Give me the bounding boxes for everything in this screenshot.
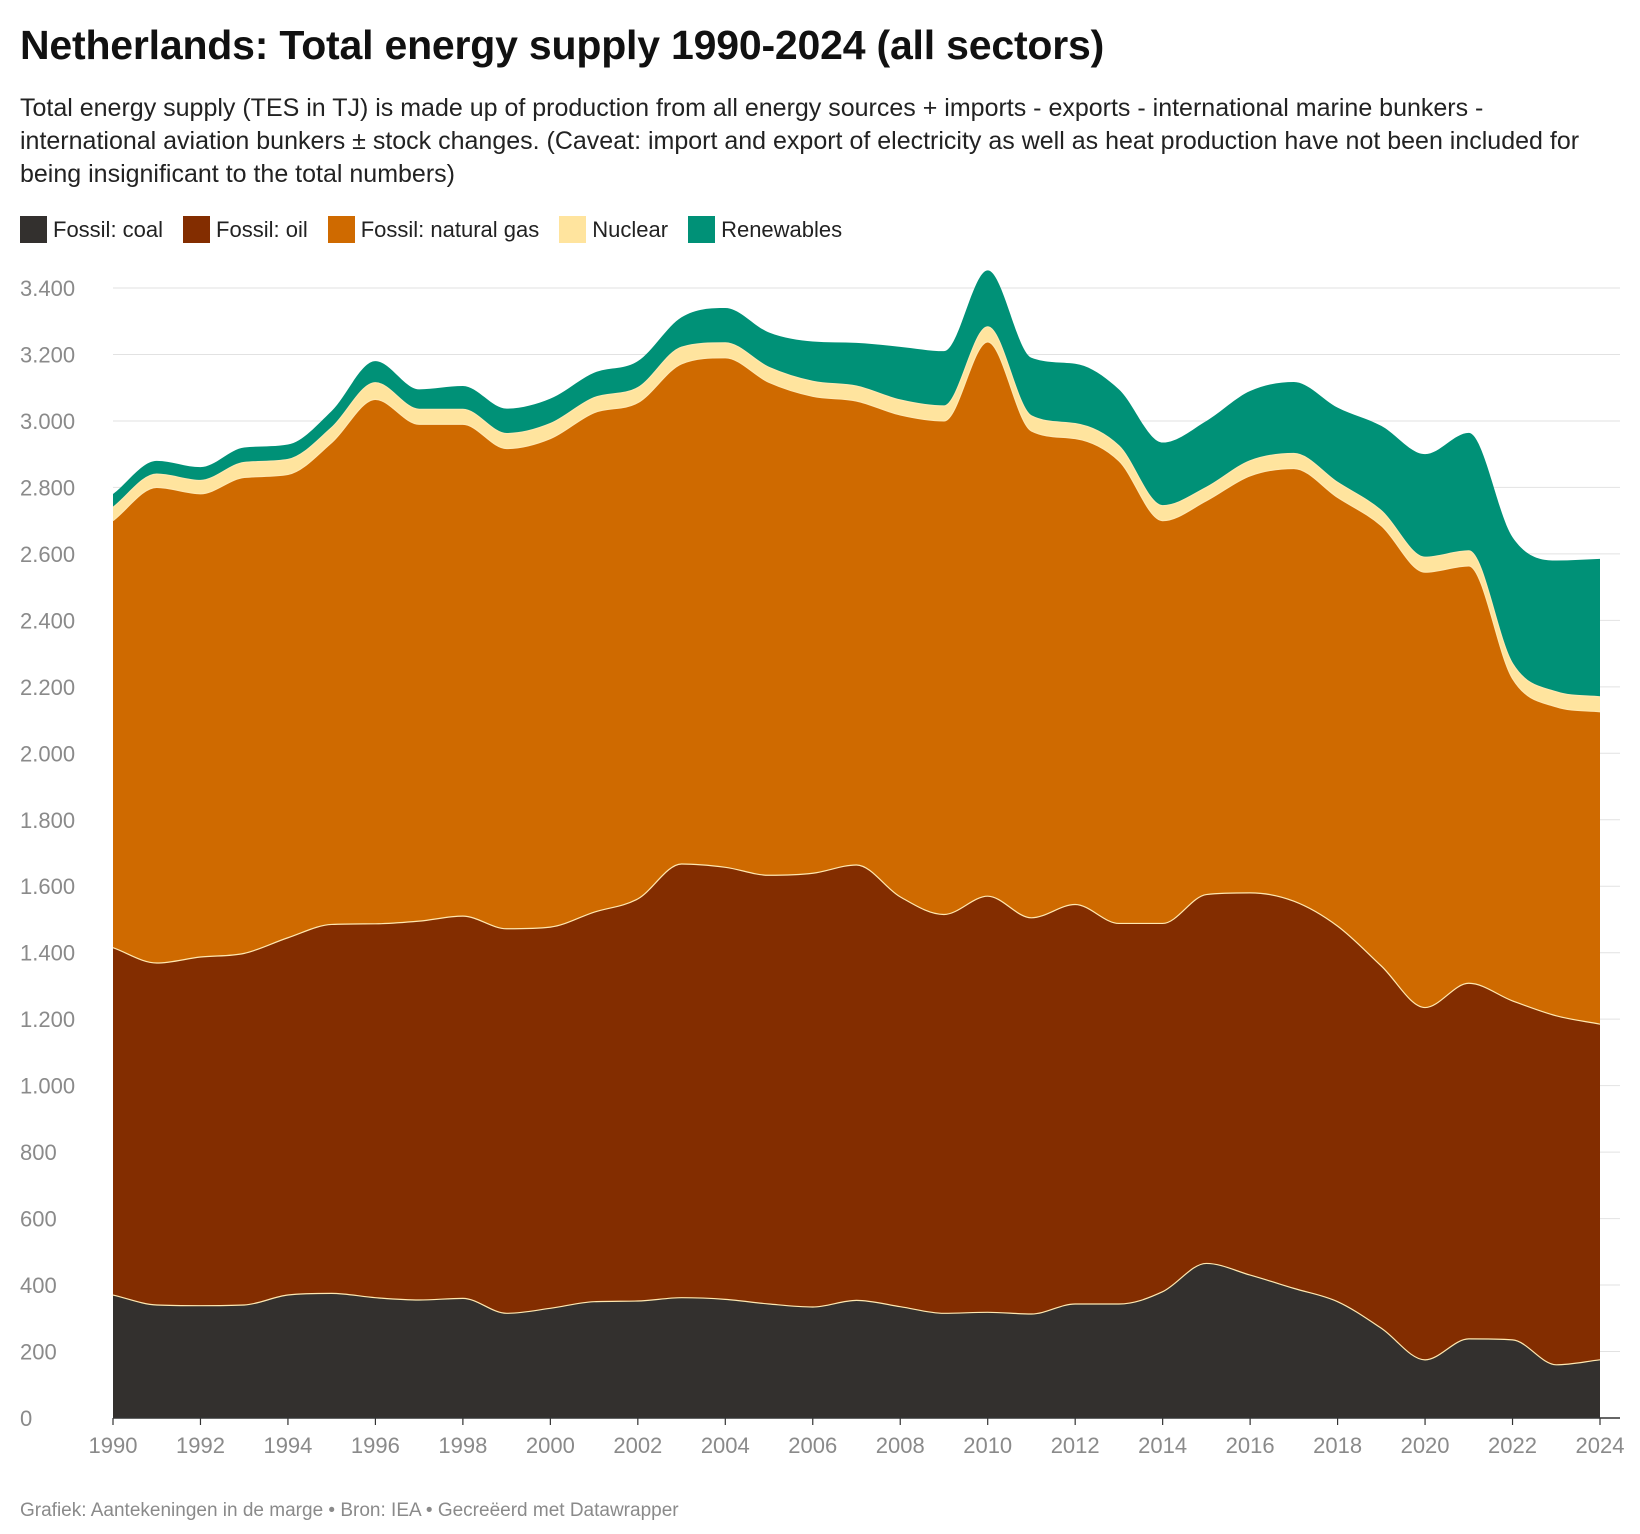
legend-item-fossil-coal: Fossil: coal — [20, 216, 163, 243]
y-tick-label: 1.600 — [20, 874, 75, 899]
legend-item-nuclear: Nuclear — [559, 216, 668, 243]
legend-label: Fossil: coal — [53, 216, 164, 242]
x-tick-label: 2006 — [788, 1433, 837, 1458]
x-tick-label: 1998 — [438, 1433, 487, 1458]
y-tick-label: 2.600 — [20, 542, 75, 567]
x-tick-label: 1992 — [176, 1433, 225, 1458]
legend-swatch — [327, 216, 355, 243]
y-tick-label: 1.000 — [20, 1074, 75, 1099]
legend-item-renewables: Renewables — [688, 216, 842, 243]
x-tick-label: 2014 — [1138, 1433, 1187, 1458]
y-tick-label: 1.800 — [20, 808, 75, 833]
y-tick-label: 2.400 — [20, 608, 75, 633]
source-credit: Grafiek: Aantekeningen in de marge • Bro… — [20, 1500, 679, 1521]
area-renewables — [113, 270, 1600, 697]
y-tick-label: 400 — [20, 1273, 57, 1298]
x-axis: 1990 1992 1994 1996 1998 2000 2002 2004 2006 2008… — [89, 1417, 1625, 1458]
legend-label: Nuclear — [592, 216, 669, 242]
legend-item-fossil-oil: Fossil: oil — [183, 216, 308, 243]
area-fossil-coal — [113, 1263, 1600, 1418]
legend-label: Renewables — [721, 216, 843, 242]
x-tick-label: 1996 — [351, 1433, 400, 1458]
legend-label: Fossil: natural gas — [360, 216, 540, 242]
legend-label: Fossil: oil — [216, 216, 308, 242]
area-boundary-line — [112, 326, 1601, 698]
x-tick-label: 2022 — [1488, 1433, 1537, 1458]
x-tick-label: 2008 — [876, 1433, 925, 1458]
y-axis: 0 200 400 600 800 1.000 1.200 1.400 1.600 1.800 2.… — [20, 276, 75, 1431]
y-tick-label: 3.400 — [20, 276, 75, 301]
legend-swatch — [20, 216, 47, 243]
legend-swatch — [183, 216, 211, 243]
legend-swatch — [688, 216, 716, 243]
x-tick-label: 1994 — [263, 1433, 312, 1458]
x-tick-label: 2004 — [701, 1433, 750, 1458]
chart-subtitle: Total energy supply (TES in TJ) is made … — [20, 94, 1580, 188]
y-tick-label: 2.000 — [20, 741, 75, 766]
stacked-area-chart: 0 200 400 600 800 1.000 1.200 1.400 1.600 1.800 2.… — [20, 270, 1625, 1458]
area-boundary-line — [112, 863, 1601, 1025]
y-tick-label: 2.200 — [20, 675, 75, 700]
x-tick-label: 2012 — [1051, 1433, 1100, 1458]
legend-swatch — [559, 216, 587, 243]
area-boundary-line — [112, 1262, 1601, 1366]
area-fossil-natural-gas — [113, 341, 1600, 1025]
legend-item-fossil-natural-gas: Fossil: natural gas — [327, 216, 540, 243]
chart-legend: Fossil: coal Fossil: oil Fossil: natural g… — [20, 216, 862, 243]
x-tick-label: 2024 — [1576, 1433, 1625, 1458]
x-tick-label: 2010 — [963, 1433, 1012, 1458]
x-tick-label: 2018 — [1313, 1433, 1362, 1458]
x-tick-label: 2020 — [1401, 1433, 1450, 1458]
y-tick-label: 3.200 — [20, 342, 75, 367]
y-tick-label: 600 — [20, 1207, 57, 1232]
area-fossil-oil — [113, 863, 1600, 1365]
y-tick-label: 1.400 — [20, 941, 75, 966]
x-tick-label: 2016 — [1226, 1433, 1275, 1458]
area-boundary-line — [112, 341, 1601, 713]
area-nuclear — [113, 326, 1600, 712]
x-tick-label: 2002 — [613, 1433, 662, 1458]
x-tick-label: 2000 — [526, 1433, 575, 1458]
y-tick-label: 1.200 — [20, 1007, 75, 1032]
y-tick-label: 800 — [20, 1140, 57, 1165]
chart-title: Netherlands: Total energy supply 1990-20… — [20, 22, 1105, 68]
y-tick-label: 3.000 — [20, 409, 75, 434]
y-tick-label: 2.800 — [20, 475, 75, 500]
x-tick-label: 1990 — [89, 1433, 138, 1458]
y-tick-label: 0 — [20, 1406, 32, 1431]
y-tick-label: 200 — [20, 1340, 57, 1365]
area-series — [112, 270, 1601, 1418]
